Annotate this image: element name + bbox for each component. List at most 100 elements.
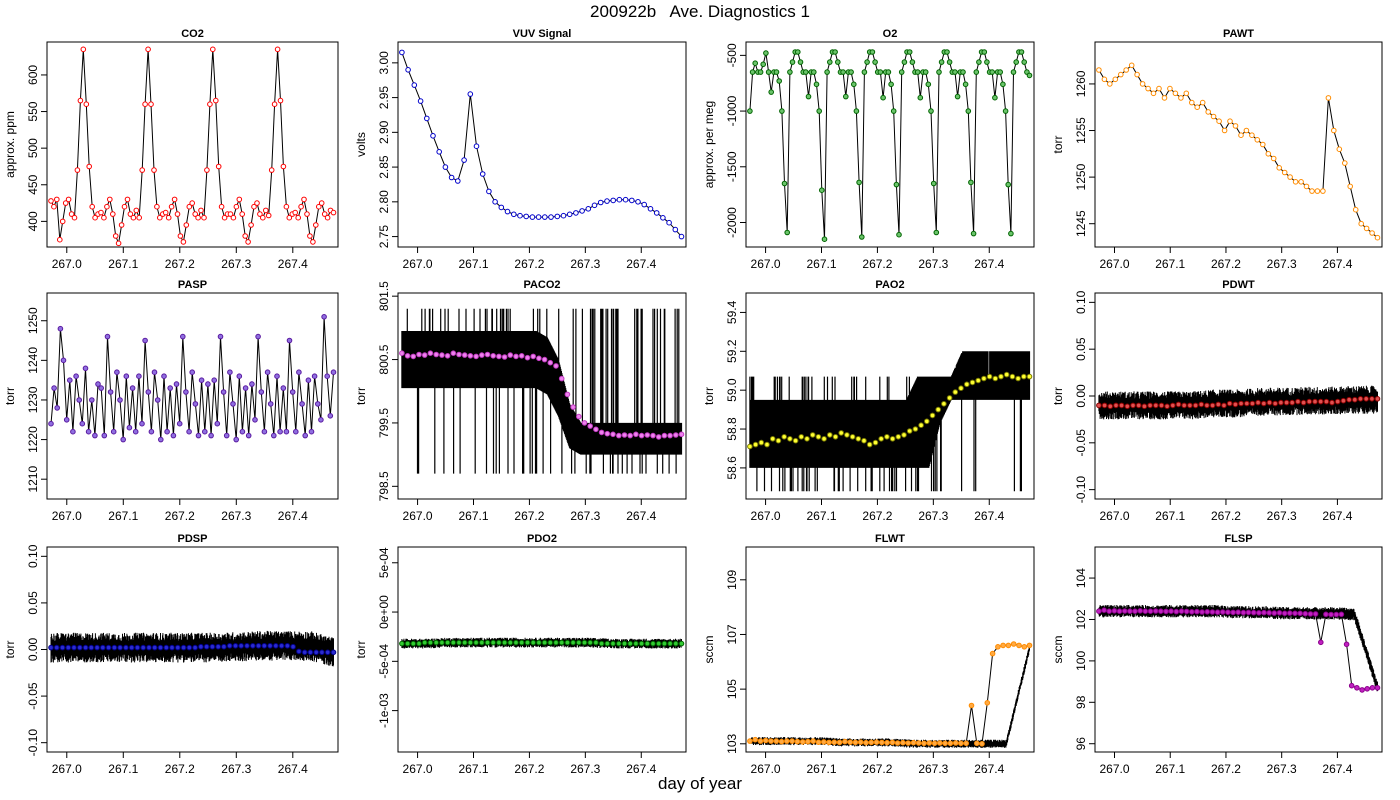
data-point xyxy=(444,639,451,646)
x-tick-label: 267.1 xyxy=(458,762,488,776)
data-point xyxy=(59,218,66,225)
data-point xyxy=(53,644,60,651)
plot-frame xyxy=(1094,546,1383,753)
data-point xyxy=(598,640,605,647)
data-point xyxy=(101,432,108,439)
raw-signal-band xyxy=(749,351,1031,492)
data-point xyxy=(1192,402,1199,409)
data-point xyxy=(74,167,81,173)
panel-flwt: FLWT sccm 103 105 107 109 267.0 267.1 267.2 267.3… xyxy=(702,533,1035,776)
data-point xyxy=(117,644,123,651)
data-point xyxy=(929,412,936,419)
data-point xyxy=(633,640,639,647)
y-tick-label: 2.90 xyxy=(377,120,391,144)
plot-area-pasp xyxy=(48,314,337,443)
data-point xyxy=(278,643,285,649)
data-point xyxy=(313,222,319,228)
data-point xyxy=(467,639,474,646)
data-point xyxy=(1312,611,1319,617)
x-tick-label: 267.0 xyxy=(403,257,433,271)
data-point xyxy=(530,353,537,360)
data-point xyxy=(1116,608,1123,615)
data-point xyxy=(192,401,199,407)
panel-pdo2: PDO2 torr -1e-03 -5e-04 0e+00 5e-04 267.0 267.1… xyxy=(354,533,687,776)
data-point xyxy=(799,739,806,745)
data-point xyxy=(163,644,170,651)
data-point xyxy=(289,389,296,395)
data-point xyxy=(71,644,77,651)
data-point xyxy=(1342,160,1348,166)
x-tick-label: 267.3 xyxy=(570,509,600,523)
y-tick-label: 1210 xyxy=(26,466,40,493)
data-point xyxy=(115,240,122,247)
data-point xyxy=(118,222,125,228)
x-tick-label: 267.1 xyxy=(108,257,138,271)
data-point xyxy=(107,196,113,203)
data-point xyxy=(570,639,576,646)
data-point xyxy=(1216,118,1222,124)
data-point xyxy=(1183,608,1190,615)
data-point xyxy=(1266,610,1272,616)
data-point xyxy=(896,231,902,238)
data-point xyxy=(952,740,959,746)
data-point xyxy=(154,397,161,403)
data-point xyxy=(126,424,133,431)
data-point xyxy=(496,639,502,646)
data-point xyxy=(63,417,70,423)
data-point xyxy=(873,739,880,746)
data-point xyxy=(467,353,474,359)
data-point xyxy=(233,436,239,443)
raw-signal-noise xyxy=(1098,605,1378,692)
data-point xyxy=(1005,181,1012,188)
x-tick-label: 267.3 xyxy=(918,509,948,523)
data-point xyxy=(277,97,284,104)
data-point xyxy=(479,352,485,358)
data-point xyxy=(768,738,774,744)
data-point xyxy=(1187,402,1193,409)
data-point xyxy=(1292,610,1298,617)
data-point xyxy=(195,432,202,439)
x-tick-label: 267.2 xyxy=(514,762,544,776)
data-point xyxy=(660,215,666,221)
data-point xyxy=(1175,401,1182,408)
data-point xyxy=(1352,396,1358,403)
plot-frame xyxy=(1094,41,1383,248)
data-point xyxy=(816,108,823,114)
data-point xyxy=(622,196,629,203)
data-point xyxy=(847,739,854,746)
data-point xyxy=(792,437,799,444)
data-point xyxy=(1238,132,1244,138)
data-point xyxy=(186,203,193,210)
data-point xyxy=(1189,99,1195,106)
data-point xyxy=(236,196,243,203)
data-point xyxy=(450,350,457,357)
data-point xyxy=(995,644,1001,650)
data-point xyxy=(304,211,310,217)
data-point xyxy=(1096,608,1102,615)
data-point xyxy=(308,428,315,435)
x-tick-label: 267.2 xyxy=(1211,762,1241,776)
data-point xyxy=(195,214,201,221)
data-point xyxy=(479,171,486,177)
data-point xyxy=(77,644,83,651)
data-point xyxy=(313,649,320,656)
y-tick-label: -0.10 xyxy=(1074,476,1088,504)
y-tick-label: 1240 xyxy=(26,347,40,374)
data-point xyxy=(98,385,104,391)
data-point xyxy=(747,108,753,114)
data-point xyxy=(265,212,272,219)
data-point xyxy=(264,369,271,376)
data-point xyxy=(299,401,305,407)
data-point xyxy=(810,738,817,744)
data-point xyxy=(922,69,929,75)
data-point xyxy=(220,389,227,395)
data-point xyxy=(975,377,982,384)
data-point xyxy=(132,428,139,435)
data-point xyxy=(914,69,921,75)
data-point xyxy=(842,738,848,745)
data-point xyxy=(827,432,833,438)
data-point xyxy=(444,353,451,359)
data-point xyxy=(1198,401,1205,408)
data-point xyxy=(461,157,467,163)
data-point xyxy=(416,640,422,647)
